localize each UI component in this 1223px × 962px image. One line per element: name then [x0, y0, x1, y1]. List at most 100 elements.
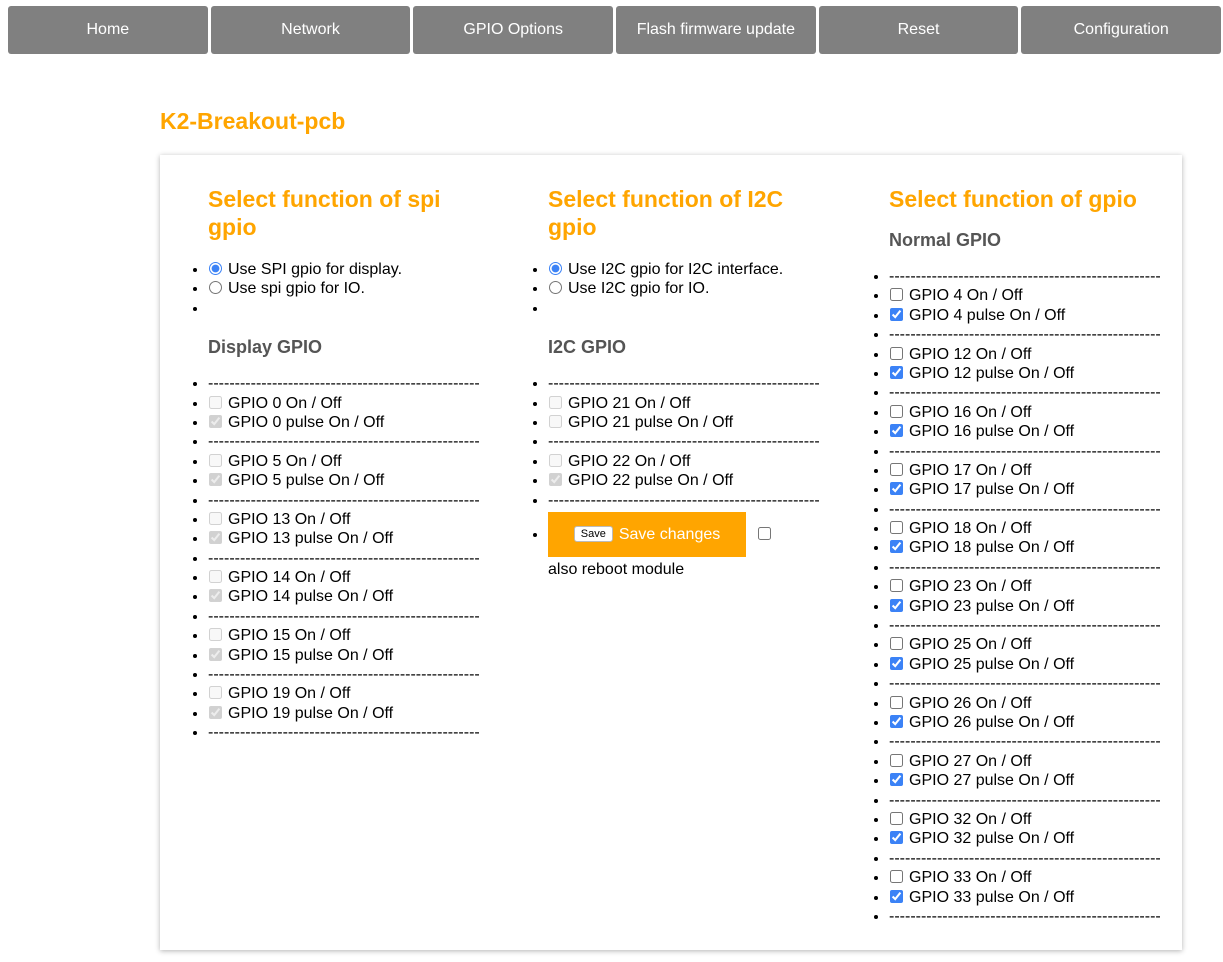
option-label: Use spi gpio for IO.	[228, 280, 365, 298]
gpio-on-checkbox[interactable]	[890, 637, 903, 651]
divider-line: ----------------------------------------…	[889, 675, 1161, 693]
option-item: Use SPI gpio for display.	[208, 260, 498, 279]
gpio-on-label: GPIO 19 On / Off	[228, 685, 351, 703]
gpio-pulse-item: GPIO 5 pulse On / Off	[208, 471, 498, 490]
gpio-on-checkbox[interactable]	[890, 288, 903, 302]
gpio-pulse-item: GPIO 17 pulse On / Off	[889, 480, 1179, 499]
spi-option-radio[interactable]	[209, 262, 222, 275]
gpio-pulse-checkbox[interactable]	[890, 831, 903, 845]
empty-item	[548, 299, 838, 318]
gpio-on-checkbox[interactable]	[209, 453, 222, 467]
gpio-on-item: GPIO 22 On / Off	[548, 452, 838, 471]
gpio-pulse-checkbox[interactable]	[890, 307, 903, 321]
option-item: Use spi gpio for IO.	[208, 279, 498, 298]
gpio-pulse-item: GPIO 0 pulse On / Off	[208, 413, 498, 432]
gpio-pulse-checkbox[interactable]	[209, 589, 222, 603]
gpio-pulse-checkbox[interactable]	[890, 424, 903, 438]
gpio-pulse-checkbox[interactable]	[890, 598, 903, 612]
nav-flash-firmware[interactable]: Flash firmware update	[616, 6, 816, 54]
divider: ----------------------------------------…	[889, 267, 1179, 286]
gpio-pulse-checkbox[interactable]	[890, 540, 903, 554]
option-item: Use I2C gpio for I2C interface.	[548, 260, 838, 279]
divider: ----------------------------------------…	[889, 674, 1179, 693]
gpio-on-item: GPIO 26 On / Off	[889, 694, 1179, 713]
gpio-on-item: GPIO 18 On / Off	[889, 519, 1179, 538]
nav-gpio-options[interactable]: GPIO Options	[413, 6, 614, 54]
divider: ----------------------------------------…	[548, 374, 838, 393]
gpio-on-checkbox[interactable]	[890, 695, 903, 709]
divider-line: ----------------------------------------…	[889, 558, 1161, 576]
reboot-label[interactable]: also reboot module	[548, 560, 685, 578]
gpio-on-item: GPIO 32 On / Off	[889, 810, 1179, 829]
gpio-on-checkbox[interactable]	[209, 686, 222, 700]
gpio-pulse-checkbox[interactable]	[890, 889, 903, 903]
gpio-on-checkbox[interactable]	[890, 870, 903, 884]
nav-reset[interactable]: Reset	[818, 6, 1019, 54]
gpio-pulse-checkbox[interactable]	[209, 473, 222, 487]
i2c-option-radio[interactable]	[549, 281, 562, 295]
save-button[interactable]: Save	[573, 526, 613, 543]
spi-option-radio[interactable]	[209, 281, 222, 295]
i2c-option-radio[interactable]	[549, 262, 562, 275]
gpio-pulse-checkbox[interactable]	[209, 414, 222, 428]
option-label: Use I2C gpio for IO.	[568, 280, 710, 298]
divider: ----------------------------------------…	[208, 491, 498, 510]
gpio-on-checkbox[interactable]	[209, 628, 222, 642]
gpio-pulse-checkbox[interactable]	[209, 705, 222, 719]
gpio-on-label: GPIO 26 On / Off	[909, 694, 1032, 712]
gpio-on-item: GPIO 0 On / Off	[208, 394, 498, 413]
gpio-on-label: GPIO 23 On / Off	[909, 578, 1032, 596]
gpio-on-checkbox[interactable]	[209, 570, 222, 584]
gpio-on-checkbox[interactable]	[890, 521, 903, 535]
divider: ----------------------------------------…	[889, 558, 1179, 577]
gpio-on-checkbox[interactable]	[890, 579, 903, 593]
gpio-on-checkbox[interactable]	[890, 462, 903, 476]
gpio-pulse-item: GPIO 14 pulse On / Off	[208, 587, 498, 606]
reboot-checkbox[interactable]	[758, 526, 772, 540]
gpio-on-checkbox[interactable]	[209, 395, 222, 409]
gpio-on-checkbox[interactable]	[890, 346, 903, 360]
gpio-pulse-label: GPIO 26 pulse On / Off	[909, 713, 1075, 731]
gpio-pulse-checkbox[interactable]	[890, 656, 903, 670]
gpio-on-label: GPIO 32 On / Off	[909, 810, 1032, 828]
divider-line: ----------------------------------------…	[208, 724, 480, 742]
gpio-on-checkbox[interactable]	[549, 395, 562, 409]
divider-line: ----------------------------------------…	[889, 733, 1161, 751]
divider: ----------------------------------------…	[208, 665, 498, 684]
gpio-pulse-label: GPIO 23 pulse On / Off	[909, 597, 1075, 615]
gpio-pulse-checkbox[interactable]	[549, 414, 562, 428]
gpio-on-checkbox[interactable]	[890, 404, 903, 418]
gpio-pulse-checkbox[interactable]	[890, 482, 903, 496]
gpio-pulse-checkbox[interactable]	[549, 473, 562, 487]
save-changes-button[interactable]: Save Save changes	[548, 511, 746, 557]
gpio-on-checkbox[interactable]	[209, 511, 222, 525]
nav-home[interactable]: Home	[8, 6, 208, 54]
gpio-on-item: GPIO 14 On / Off	[208, 568, 498, 587]
gpio-on-checkbox[interactable]	[890, 811, 903, 825]
gpio-pulse-checkbox[interactable]	[209, 647, 222, 661]
gpio-pulse-label: GPIO 14 pulse On / Off	[228, 588, 394, 606]
nav-network[interactable]: Network	[210, 6, 411, 54]
gpio-pulse-checkbox[interactable]	[890, 365, 903, 379]
gpio-pulse-checkbox[interactable]	[209, 531, 222, 545]
i2c-heading: Select function of I2C gpio	[548, 186, 784, 240]
gpio-on-checkbox[interactable]	[890, 753, 903, 767]
gpio-on-label: GPIO 22 On / Off	[568, 452, 691, 470]
gpio-pulse-label: GPIO 0 pulse On / Off	[228, 413, 385, 431]
gpio-pulse-item: GPIO 23 pulse On / Off	[889, 597, 1179, 616]
divider-line: ----------------------------------------…	[889, 617, 1161, 635]
divider-line: ----------------------------------------…	[208, 666, 480, 684]
gpio-pulse-checkbox[interactable]	[890, 714, 903, 728]
gpio-pulse-checkbox[interactable]	[890, 773, 903, 787]
gpio-on-label: GPIO 33 On / Off	[909, 869, 1032, 887]
nav-configuration[interactable]: Configuration	[1021, 6, 1222, 54]
gpio-on-label: GPIO 13 On / Off	[228, 510, 351, 528]
gpio-pulse-item: GPIO 12 pulse On / Off	[889, 364, 1179, 383]
gpio-on-checkbox[interactable]	[549, 453, 562, 467]
gpio-pulse-item: GPIO 33 pulse On / Off	[889, 888, 1179, 907]
divider-line: ----------------------------------------…	[889, 791, 1161, 809]
top-nav: Home Network GPIO Options Flash firmware…	[8, 6, 1222, 54]
divider: ----------------------------------------…	[889, 732, 1179, 751]
gpio-on-item: GPIO 23 On / Off	[889, 577, 1179, 596]
gpio-heading: Select function of gpio	[889, 186, 1137, 212]
